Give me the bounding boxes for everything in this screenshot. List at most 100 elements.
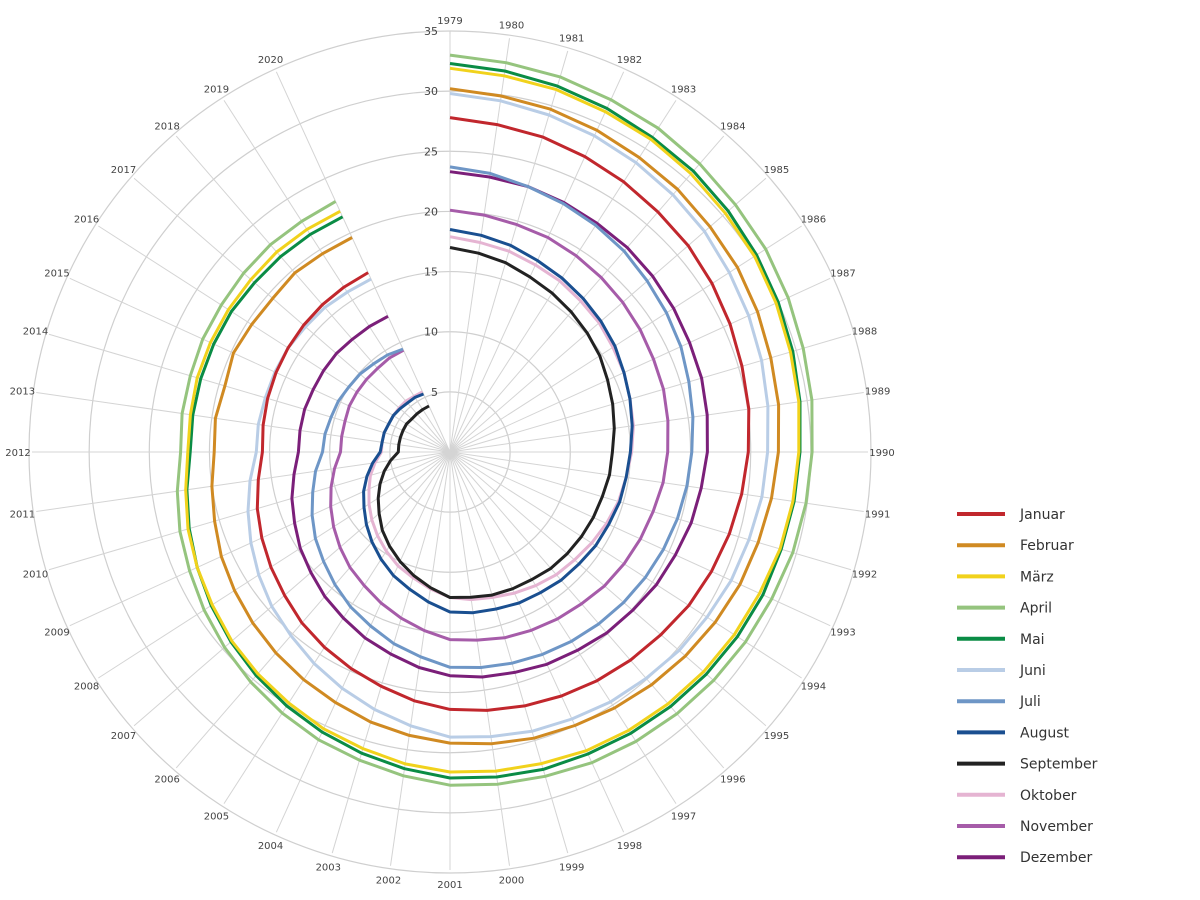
- year-label: 1986: [801, 214, 826, 225]
- series-line-mai: [185, 62, 802, 780]
- year-label: 2011: [10, 509, 35, 520]
- year-label: 1982: [617, 55, 642, 66]
- series-line-juni: [246, 92, 770, 739]
- year-spoke: [133, 177, 451, 453]
- year-spoke: [275, 71, 451, 453]
- year-label: 2004: [258, 841, 283, 852]
- year-label: 1994: [801, 682, 826, 693]
- year-spoke: [449, 451, 677, 804]
- year-spoke: [133, 451, 451, 727]
- year-label: 2001: [437, 880, 462, 891]
- year-label: 1980: [499, 20, 524, 31]
- year-label: 1987: [830, 269, 855, 280]
- year-spoke: [449, 451, 802, 679]
- series-line-april: [175, 53, 814, 787]
- year-label: 1992: [852, 570, 877, 581]
- year-spoke: [449, 135, 725, 453]
- year-spoke: [69, 277, 451, 453]
- year-label: 2009: [44, 627, 69, 638]
- year-label: 1995: [764, 731, 789, 742]
- year-label: 1983: [671, 85, 696, 96]
- radial-tick-label: 15: [424, 266, 438, 279]
- year-label: 2018: [154, 122, 179, 133]
- year-label: 2013: [10, 387, 35, 398]
- year-spoke: [223, 100, 451, 453]
- year-label: 2002: [376, 876, 401, 887]
- year-spoke: [36, 451, 451, 512]
- year-spoke: [449, 277, 831, 453]
- year-label: 1997: [671, 811, 696, 822]
- year-spoke: [98, 225, 451, 453]
- radial-tick-label: 30: [424, 85, 438, 98]
- radial-tick-label: 10: [424, 326, 438, 339]
- legend-label: Januar: [1019, 507, 1065, 523]
- year-spoke: [449, 451, 767, 727]
- year-label: 1989: [865, 387, 890, 398]
- series-line-januar: [255, 116, 751, 712]
- year-spoke: [449, 451, 725, 769]
- series-line-november: [329, 208, 670, 642]
- year-label: 2000: [499, 876, 524, 887]
- year-spoke: [449, 177, 767, 453]
- year-spoke: [449, 451, 852, 571]
- legend-label: September: [1020, 757, 1098, 773]
- legend-label: April: [1020, 601, 1052, 617]
- series-group: [175, 53, 814, 787]
- series-line-märz: [184, 66, 801, 774]
- year-label: 1979: [437, 16, 462, 27]
- year-label: 2003: [316, 863, 341, 874]
- year-spoke: [69, 451, 451, 627]
- legend-label: Dezember: [1020, 850, 1092, 866]
- year-spoke: [36, 392, 451, 453]
- year-label: 1991: [865, 509, 890, 520]
- year-spoke: [449, 451, 569, 854]
- series-line-september: [376, 246, 616, 599]
- legend-label: Juni: [1019, 663, 1046, 679]
- year-spoke: [449, 38, 510, 453]
- legend-label: Juli: [1019, 694, 1041, 710]
- legend-label: August: [1020, 725, 1070, 741]
- year-label: 2014: [23, 326, 48, 337]
- legend-label: Mai: [1020, 632, 1045, 648]
- year-label: 2019: [204, 85, 229, 96]
- year-spoke: [449, 451, 625, 833]
- series-line-februar: [210, 87, 781, 746]
- year-label: 1993: [830, 627, 855, 638]
- series-line-dezember: [290, 170, 709, 679]
- year-label: 2016: [74, 214, 99, 225]
- year-spoke: [449, 333, 852, 453]
- year-spoke: [175, 451, 451, 769]
- grid: [28, 30, 872, 874]
- radial-tick-label: 35: [424, 25, 438, 38]
- legend: Januar Februar März April Mai Juni Juli August S…: [957, 507, 1098, 866]
- year-label: 2012: [5, 448, 30, 459]
- year-spoke: [449, 225, 802, 453]
- year-label: 2015: [44, 269, 69, 280]
- year-label: 2008: [74, 682, 99, 693]
- year-spoke: [449, 392, 864, 453]
- year-label: 1999: [559, 863, 584, 874]
- year-label: 2020: [258, 55, 283, 66]
- year-spoke: [390, 451, 451, 866]
- year-spoke: [223, 451, 451, 804]
- series-line-august: [362, 228, 634, 615]
- series-line-juli: [310, 165, 695, 669]
- year-label: 1998: [617, 841, 642, 852]
- year-spoke: [175, 135, 451, 453]
- legend-label: Februar: [1020, 538, 1074, 554]
- legend-label: November: [1020, 819, 1093, 835]
- year-label: 1984: [720, 122, 745, 133]
- year-label: 2010: [23, 570, 48, 581]
- legend-label: Oktober: [1020, 788, 1077, 804]
- year-spoke: [275, 451, 451, 833]
- radial-tick-label: 5: [431, 386, 438, 399]
- year-label: 2017: [111, 165, 136, 176]
- year-spoke: [98, 451, 451, 679]
- year-label: 1990: [869, 448, 894, 459]
- radial-tick-label: 25: [424, 145, 438, 158]
- year-label: 1996: [720, 774, 745, 785]
- series-line-oktober: [367, 235, 635, 602]
- year-label: 2006: [154, 774, 179, 785]
